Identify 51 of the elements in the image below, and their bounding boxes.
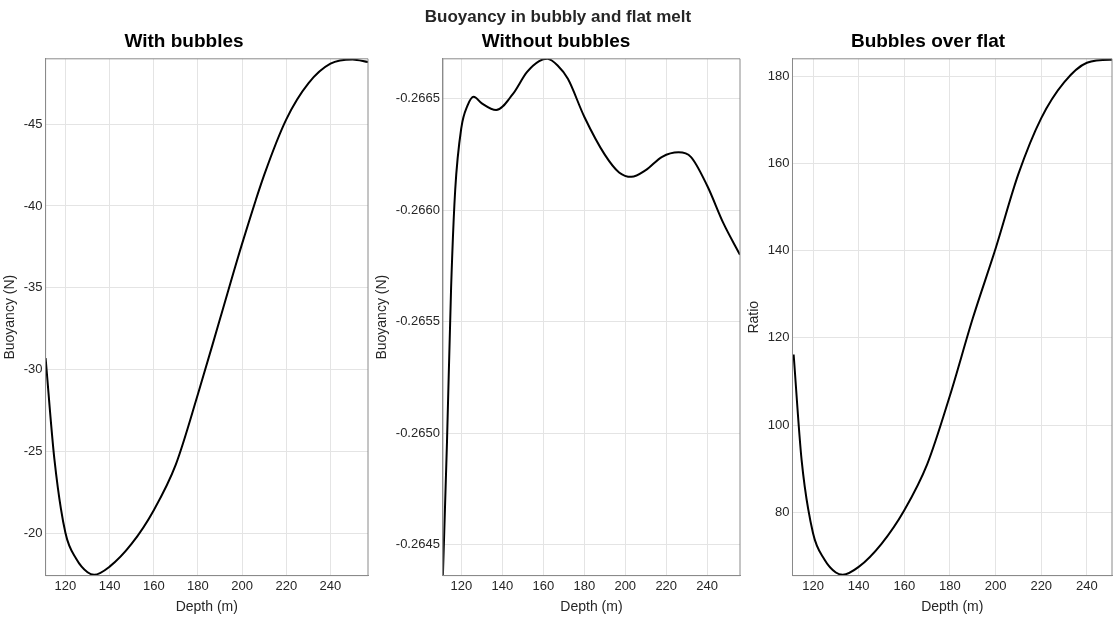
y-axis-title: Ratio — [745, 300, 762, 334]
x-tick-label: 160 — [142, 577, 165, 593]
y-tick-label: 180 — [767, 67, 790, 83]
x-tick-label: 200 — [231, 577, 253, 593]
x-tick-label: 220 — [1030, 577, 1053, 593]
x-tick-label: 120 — [450, 577, 473, 593]
x-axis-title: Depth (m) — [921, 598, 984, 615]
y-tick-label: 120 — [767, 329, 790, 345]
y-tick-label: -0.2665 — [395, 90, 440, 106]
y-tick-label: -45 — [23, 115, 43, 131]
y-axis-title: Buoyancy (N) — [1, 274, 18, 360]
x-tick-label: 200 — [614, 577, 637, 593]
y-tick-label: -0.2650 — [395, 424, 440, 440]
x-tick-label: 180 — [573, 577, 596, 593]
y-tick-label: 80 — [775, 503, 790, 519]
line-series — [792, 58, 1112, 576]
y-tick-label: 100 — [767, 416, 790, 432]
x-tick-label: 240 — [696, 577, 719, 593]
y-tick-label: -20 — [23, 524, 43, 540]
x-tick-label: 120 — [54, 577, 77, 593]
text: Buoyancy in bubbly and flat melt — [423, 6, 693, 28]
y-tick-label: 160 — [767, 155, 790, 171]
x-tick-label: 220 — [655, 577, 678, 593]
chart-title: Bubbles over flat — [850, 29, 1006, 51]
y-tick-label: -0.2645 — [395, 535, 440, 551]
chart-title: With bubbles — [124, 29, 244, 51]
chart-title: Without bubbles — [481, 29, 631, 51]
y-tick-label: -40 — [23, 197, 43, 213]
x-axis-title: Depth (m) — [175, 598, 238, 615]
y-tick-label: -30 — [23, 361, 43, 377]
x-tick-label: 140 — [98, 577, 121, 593]
x-tick-label: 180 — [939, 577, 961, 593]
x-tick-label: 180 — [187, 577, 209, 593]
x-tick-label: 200 — [984, 577, 1007, 593]
x-tick-label: 240 — [319, 577, 342, 593]
x-axis-title: Depth (m) — [560, 598, 623, 615]
x-tick-label: 220 — [275, 577, 298, 593]
y-tick-label: -35 — [23, 279, 43, 295]
line-series — [45, 58, 368, 576]
x-tick-label: 140 — [491, 577, 514, 593]
y-axis-title: Buoyancy (N) — [373, 274, 390, 360]
x-tick-label: 120 — [802, 577, 824, 593]
x-tick-label: 160 — [893, 577, 916, 593]
x-tick-label: 160 — [532, 577, 555, 593]
y-tick-label: -0.2655 — [395, 313, 440, 329]
y-tick-label: -25 — [23, 442, 43, 458]
y-tick-label: -0.2660 — [395, 201, 440, 217]
line-series — [442, 58, 740, 576]
x-tick-label: 240 — [1076, 577, 1098, 593]
x-tick-label: 140 — [847, 577, 870, 593]
y-tick-label: 140 — [767, 242, 790, 258]
